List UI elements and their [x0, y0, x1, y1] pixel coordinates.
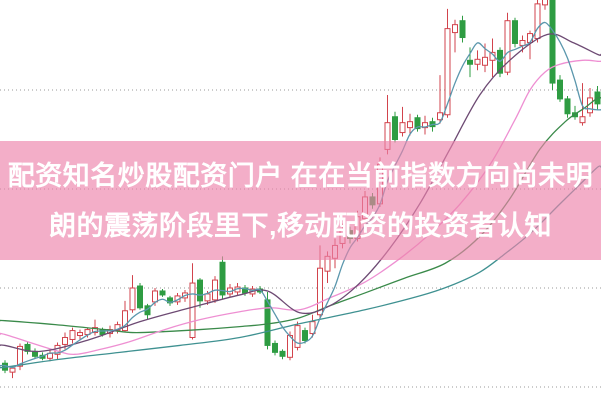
headline-line-2: 朗的震荡阶段里下,移动配资的投资者认知	[48, 210, 552, 241]
ma-line-ma5	[0, 21, 601, 369]
headline-banner: 配资知名炒股配资门户 在在当前指数方向尚未明 朗的震荡阶段里下,移动配资的投资者…	[0, 141, 601, 260]
ma-line-ma20	[0, 59, 601, 355]
ma-line-ma10	[0, 33, 601, 353]
headline-line-1: 配资知名炒股配资门户 在在当前指数方向尚未明	[7, 160, 594, 191]
